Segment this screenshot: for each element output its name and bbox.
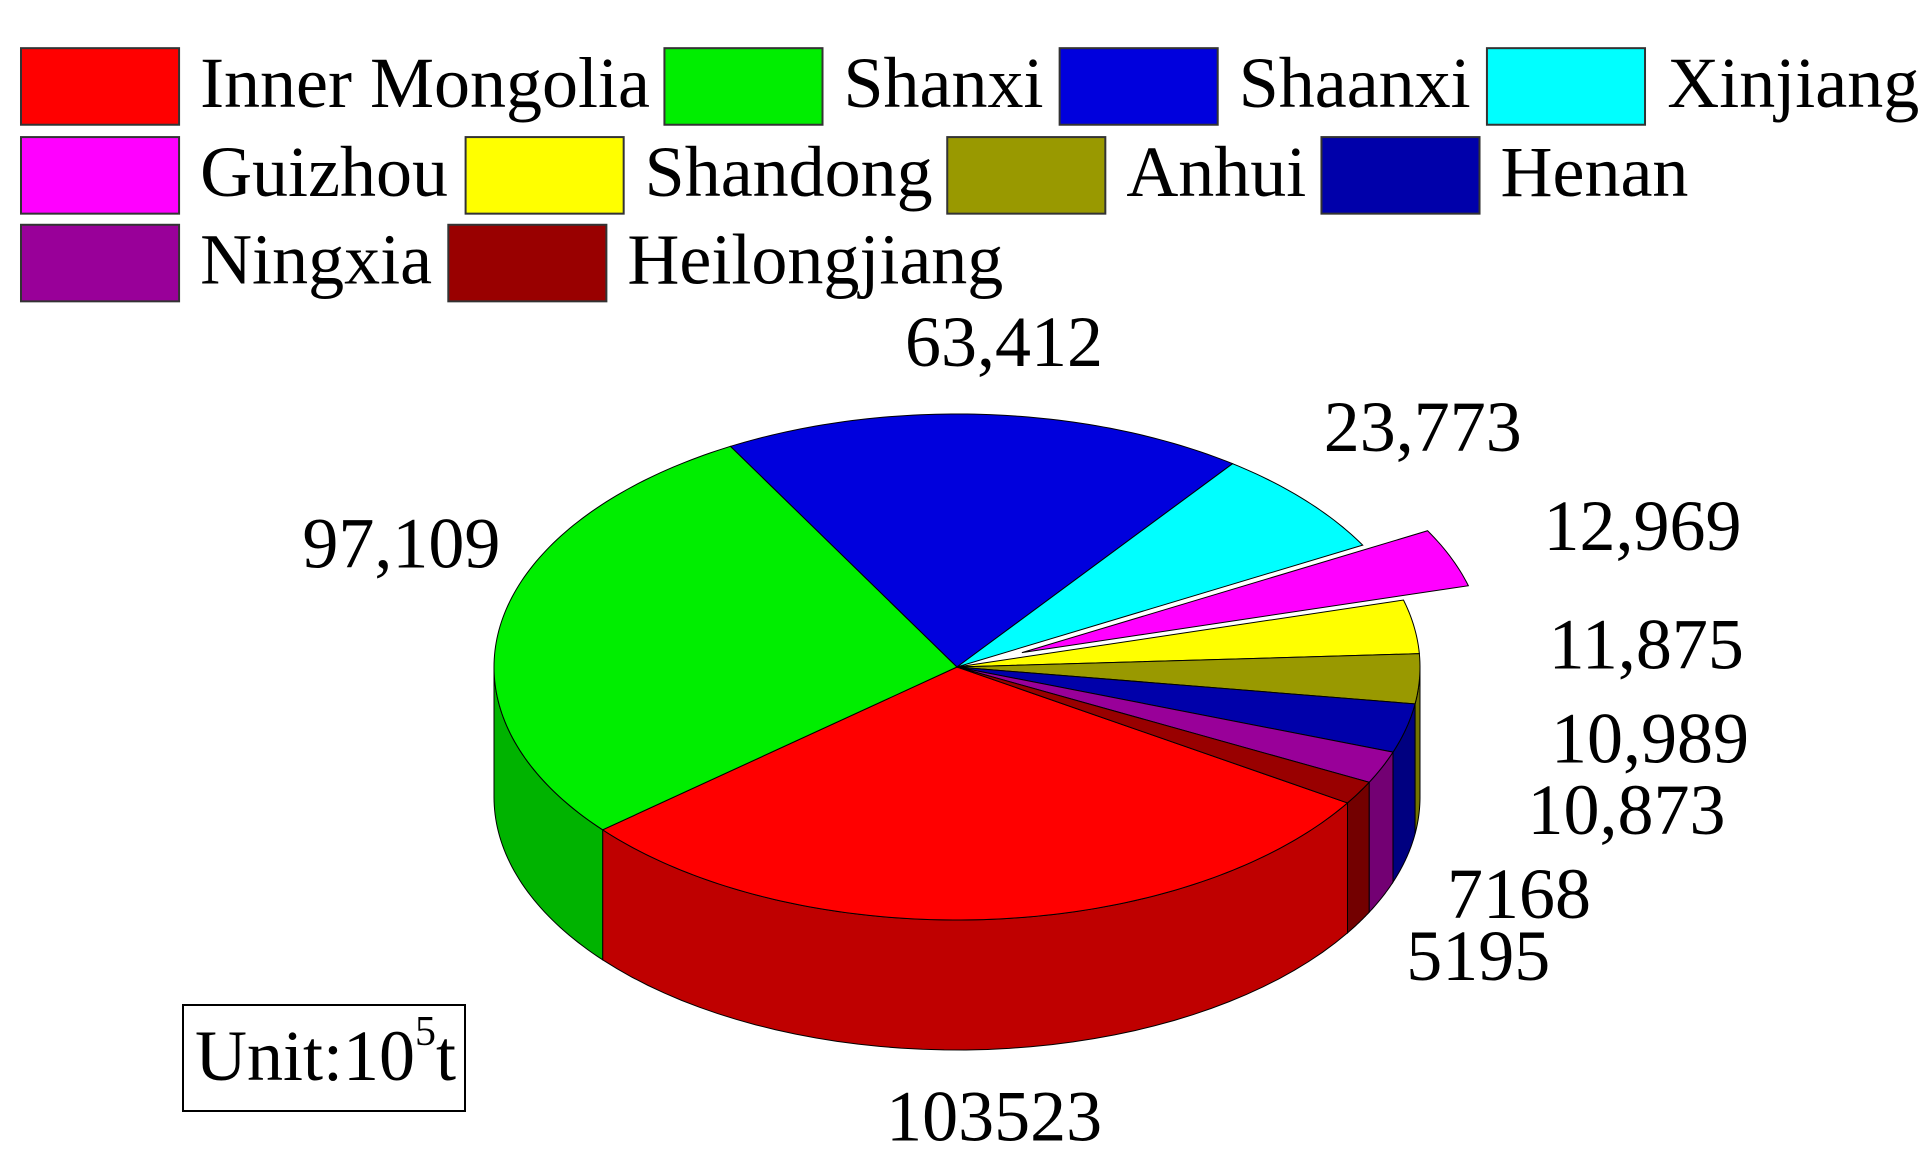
unit-box: Unit:105t <box>182 1004 466 1112</box>
pie-slice <box>956 666 1416 753</box>
legend-label: Inner Mongolia <box>200 43 650 123</box>
legend-swatch <box>464 136 625 215</box>
unit-suffix: t <box>436 1016 456 1096</box>
legend-swatch <box>946 136 1107 215</box>
legend-label: Anhui <box>1126 132 1306 212</box>
pie-walls <box>493 666 1421 1051</box>
value-label: 63,412 <box>905 302 1103 382</box>
legend-label: Xinjiang <box>1667 43 1919 123</box>
legend-swatch <box>19 47 181 126</box>
legend-label: Guizhou <box>200 132 448 212</box>
pie-slice <box>956 653 1421 705</box>
value-label: 103523 <box>886 1076 1102 1156</box>
legend-swatch <box>663 47 824 126</box>
legend-label: Heilongjiang <box>627 220 1003 300</box>
legend-swatch <box>19 136 181 215</box>
unit-exponent: 5 <box>415 1009 436 1055</box>
legend-label: Henan <box>1501 132 1689 212</box>
legend-swatch <box>447 223 608 303</box>
value-label: 10,989 <box>1551 698 1749 778</box>
legend-swatch <box>1058 47 1219 126</box>
pie-slice <box>956 666 1394 783</box>
legend-label: Shanxi <box>844 43 1044 123</box>
value-label: 10,873 <box>1527 770 1725 850</box>
pie-slice <box>1021 530 1470 654</box>
pie-tops <box>493 413 1470 921</box>
pie-slice <box>729 413 1234 668</box>
legend-swatch <box>19 223 181 303</box>
pie-slice <box>956 666 1371 804</box>
pie-slice <box>956 463 1364 668</box>
value-label: 5195 <box>1406 916 1550 996</box>
legend-label: Ningxia <box>200 220 432 300</box>
legend-label: Shaanxi <box>1239 43 1471 123</box>
value-label: 23,773 <box>1324 387 1522 467</box>
legend-swatch <box>1320 136 1481 215</box>
value-label: 7168 <box>1447 854 1591 934</box>
pie-wall <box>1346 781 1370 935</box>
pie-slice <box>493 445 958 831</box>
value-label: 97,109 <box>302 503 500 583</box>
value-label: 11,875 <box>1549 605 1744 685</box>
unit-text: Unit:10 <box>195 1016 415 1096</box>
legend-label: Shandong <box>645 132 933 212</box>
pie-slice <box>956 599 1420 668</box>
legend-swatch <box>1485 47 1647 126</box>
unit-label: Unit:105t <box>195 1009 456 1096</box>
unit-frame <box>182 1004 466 1112</box>
value-label: 12,969 <box>1544 486 1742 566</box>
pie-slice <box>601 666 1349 921</box>
